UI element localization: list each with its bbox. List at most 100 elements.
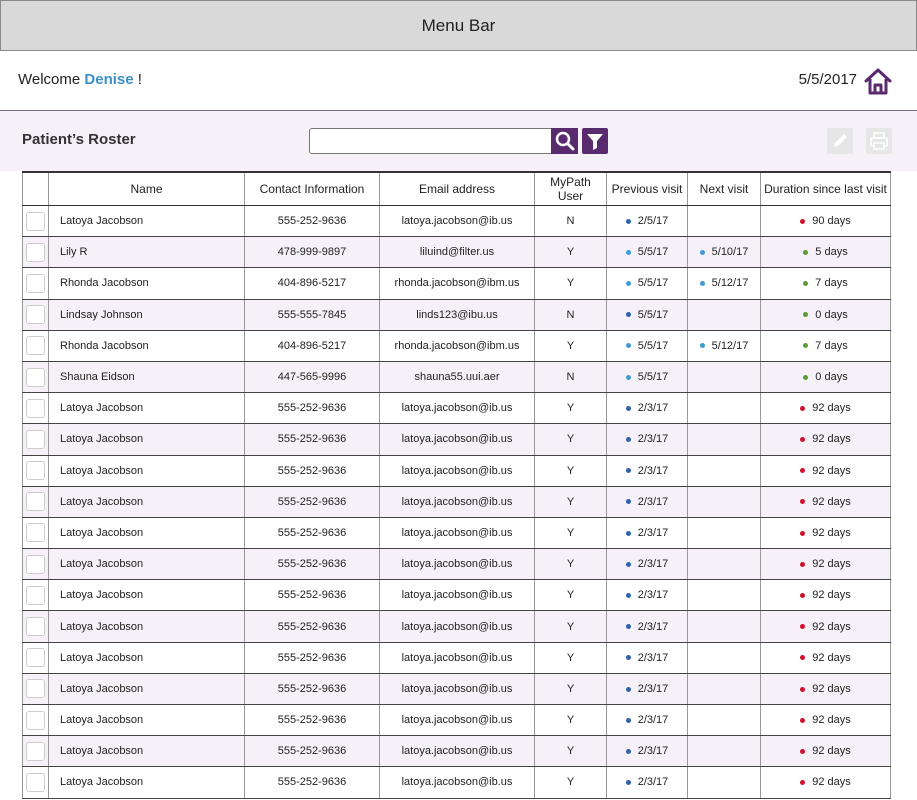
patient-name-cell: Latoya Jacobson [48,766,245,799]
status-dot [803,249,809,255]
next-visit-cell [687,299,761,331]
select-cell [22,423,49,456]
checkbox[interactable] [26,617,45,637]
mypath-user: Y [566,277,575,290]
table-row: Latoya Jacobson 555-252-9636 latoya.jacobs… [22,673,891,706]
email-cell: latoya.jacobson@ib.us [379,517,535,550]
contact-info: 555-252-9636 [277,776,347,789]
checkbox[interactable] [26,679,45,699]
duration: 7 days [815,277,848,290]
checkbox[interactable] [26,772,45,792]
previous-visit-cell: 2/3/17 [606,392,688,425]
select-cell [22,267,49,300]
previous-visit-cell: 2/3/17 [606,673,688,706]
mypath-user: Y [566,339,575,352]
status-dot [800,748,806,754]
email: latoya.jacobson@ib.us [401,682,513,695]
checkbox[interactable] [26,741,45,761]
home-button[interactable] [864,67,892,95]
email: shauna55.uui.aer [414,371,500,384]
checkbox[interactable] [26,554,45,574]
checkbox[interactable] [26,305,45,325]
status-dot [800,561,806,567]
email-cell: latoya.jacobson@ib.us [379,392,535,425]
duration-cell: 7 days [760,330,891,362]
status-dot [800,592,806,598]
email: latoya.jacobson@ib.us [401,526,513,539]
mypath-user-cell: Y [534,642,607,674]
status-dot [625,655,631,661]
previous-visit: 2/3/17 [637,589,669,602]
select-cell [22,236,49,269]
contact-info-cell: 555-252-9636 [244,455,380,487]
edit-button[interactable] [827,128,853,154]
duration: 92 days [812,526,851,539]
contact-info-cell: 555-252-9636 [244,766,380,799]
duration-cell: 92 days [760,673,891,706]
table-row: Latoya Jacobson 555-252-9636 latoya.jacobs… [22,642,891,674]
checkbox[interactable] [26,648,45,668]
checkbox[interactable] [26,211,45,231]
checkbox[interactable] [26,242,45,262]
contact-info: 555-252-9636 [277,433,347,446]
patient-name: Lily R [60,246,88,259]
select-cell [22,579,49,612]
checkbox[interactable] [26,492,45,512]
search-input[interactable] [309,128,553,154]
previous-visit-cell: 2/3/17 [606,766,688,799]
menu-title: Menu Bar [421,15,496,35]
email-cell: latoya.jacobson@ib.us [379,579,535,612]
table-row: Latoya Jacobson 555-252-9636 latoya.jacobs… [22,610,891,643]
next-visit-cell [687,642,761,674]
duration: 92 days [812,589,851,602]
mypath-user-cell: Y [534,735,607,768]
duration: 92 days [812,495,851,508]
duration: 92 days [812,682,851,695]
mypath-user-cell: N [534,205,607,238]
status-dot [625,592,631,598]
select-header [22,171,49,206]
mypath-user-cell: Y [534,517,607,550]
previous-visit-cell: 2/3/17 [606,642,688,674]
table-row: Latoya Jacobson 555-252-9636 latoya.jacobs… [22,455,891,487]
duration: 92 days [812,402,851,415]
previous-visit-cell: 2/3/17 [606,548,688,581]
next-visit-cell [687,735,761,768]
patient-name-cell: Lindsay Johnson [48,299,245,331]
filter-button[interactable] [582,128,608,154]
checkbox[interactable] [26,429,45,449]
patient-name: Lindsay Johnson [60,308,143,321]
previous-visit: 5/5/17 [637,339,669,352]
date: 5/5/2017 [798,71,857,88]
menu-bar[interactable]: Menu Bar [0,0,917,51]
email-cell: latoya.jacobson@ib.us [379,455,535,487]
patient-name-cell: Latoya Jacobson [48,642,245,674]
checkbox[interactable] [26,367,45,387]
checkbox[interactable] [26,461,45,481]
select-cell [22,486,49,518]
checkbox[interactable] [26,336,45,356]
email: latoya.jacobson@ib.us [401,776,513,789]
mypath-user-cell: N [534,361,607,394]
checkbox[interactable] [26,710,45,730]
search-button[interactable] [551,128,578,154]
next-visit-cell [687,548,761,581]
checkbox[interactable] [26,585,45,605]
duration-cell: 92 days [760,486,891,518]
previous-visit: 2/3/17 [637,558,669,571]
contact-info-cell: 404-896-5217 [244,330,380,362]
email: latoya.jacobson@ib.us [401,215,513,228]
header-row: Name Contact Information Email address MyPa… [22,171,891,206]
status-dot [800,468,806,474]
print-button[interactable] [866,128,892,154]
checkbox[interactable] [26,523,45,543]
checkbox[interactable] [26,273,45,293]
email-cell: latoya.jacobson@ib.us [379,610,535,643]
status-dot [625,218,631,224]
duration: 92 days [812,714,851,727]
previous-visit: 5/5/17 [637,308,669,321]
patient-name-cell: Latoya Jacobson [48,486,245,518]
status-dot [625,249,631,255]
email-cell: linds123@ibu.us [379,299,535,331]
checkbox[interactable] [26,398,45,418]
